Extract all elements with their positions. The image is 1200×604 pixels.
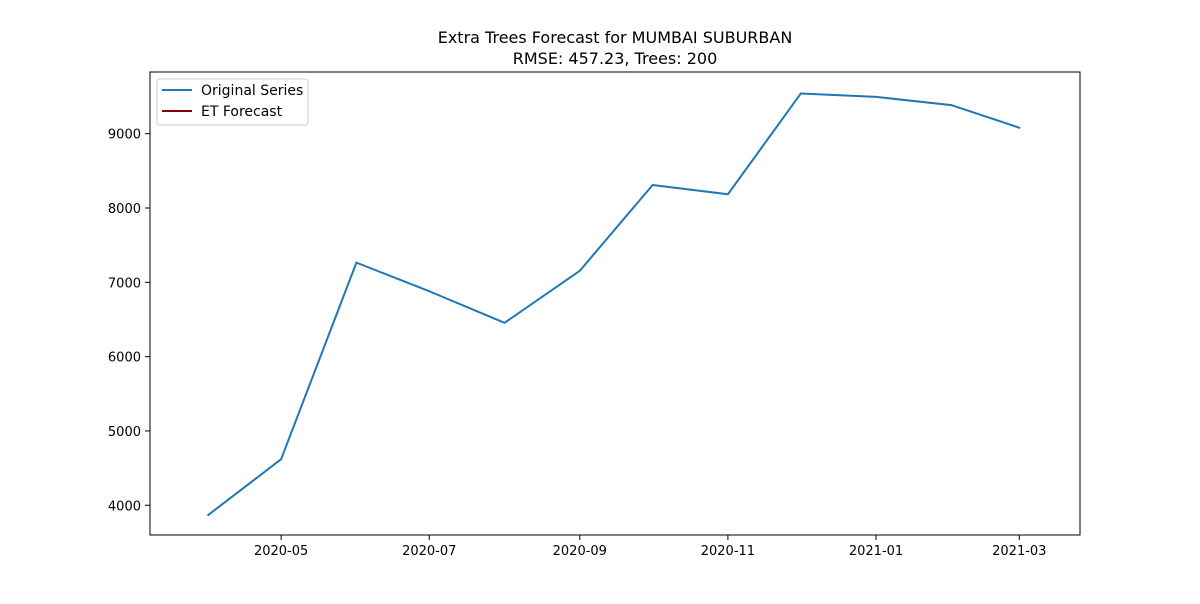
y-tick-label: 5000 xyxy=(108,425,141,440)
plot-area xyxy=(150,72,1080,535)
y-tick-label: 8000 xyxy=(108,202,141,217)
y-tick-label: 9000 xyxy=(108,128,141,143)
x-tick-label: 2020-05 xyxy=(254,544,308,559)
x-tick-label: 2020-07 xyxy=(402,544,456,559)
chart-title: Extra Trees Forecast for MUMBAI SUBURBAN xyxy=(438,28,793,47)
legend-label-original-series: Original Series xyxy=(201,83,303,99)
legend-label-et-forecast: ET Forecast xyxy=(201,104,283,120)
legend: Original Series ET Forecast xyxy=(157,79,308,125)
x-tick-label: 2020-11 xyxy=(701,544,755,559)
y-tick-label: 6000 xyxy=(108,351,141,366)
plot-background xyxy=(150,72,1080,535)
x-tick-label: 2020-09 xyxy=(553,544,607,559)
chart-subtitle: RMSE: 457.23, Trees: 200 xyxy=(513,49,718,68)
y-tick-label: 4000 xyxy=(108,499,141,514)
y-tick-label: 7000 xyxy=(108,276,141,291)
x-tick-label: 2021-01 xyxy=(849,544,903,559)
x-tick-label: 2021-03 xyxy=(992,544,1046,559)
